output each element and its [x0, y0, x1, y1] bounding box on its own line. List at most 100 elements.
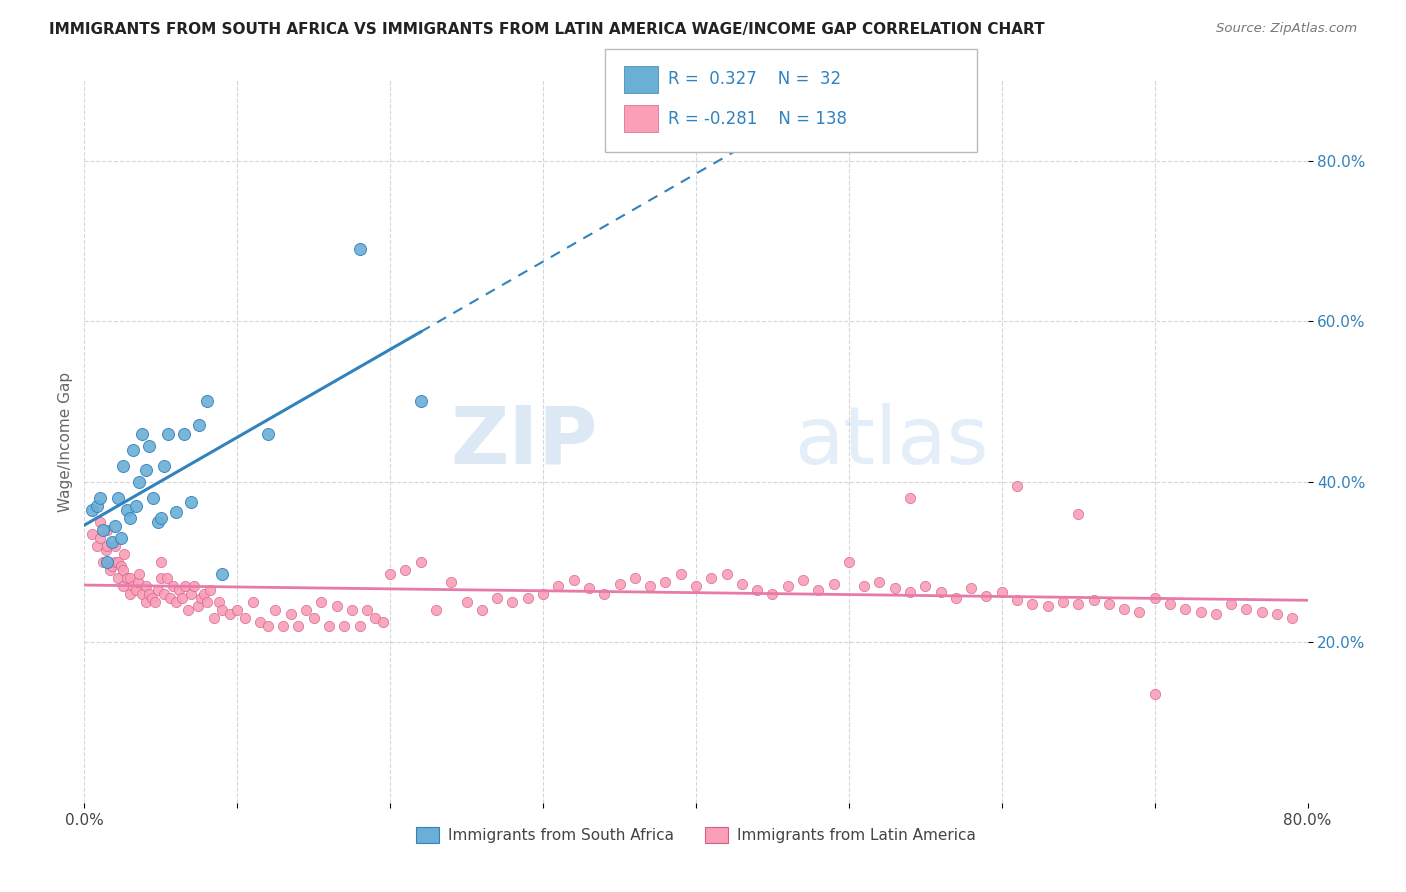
Point: [101, 558, 124, 574]
Legend: Immigrants from South Africa, Immigrants from Latin America: Immigrants from South Africa, Immigrants…: [411, 822, 981, 849]
Point: [302, 611, 325, 625]
Point: [776, 579, 799, 593]
Point: [287, 619, 309, 633]
Point: [111, 579, 134, 593]
Point: [143, 595, 166, 609]
Point: [486, 591, 509, 605]
Point: [898, 491, 921, 505]
Point: [1114, 601, 1136, 615]
Point: [86, 499, 108, 513]
Point: [716, 567, 738, 582]
Point: [98, 563, 121, 577]
Point: [80, 526, 103, 541]
Point: [177, 603, 200, 617]
Point: [1189, 605, 1212, 619]
Point: [128, 475, 150, 489]
Point: [731, 577, 754, 591]
Point: [883, 581, 905, 595]
Point: [120, 587, 142, 601]
Point: [146, 583, 169, 598]
Point: [257, 619, 280, 633]
Point: [135, 462, 157, 476]
Point: [440, 574, 463, 589]
Point: [89, 531, 111, 545]
Point: [502, 595, 524, 609]
Point: [807, 583, 830, 598]
Point: [264, 603, 287, 617]
Point: [364, 611, 387, 625]
Point: [1250, 605, 1272, 619]
Point: [202, 611, 225, 625]
Point: [120, 571, 142, 585]
Point: [349, 242, 371, 256]
Point: [180, 494, 202, 508]
Point: [135, 595, 157, 609]
Point: [929, 585, 952, 599]
Point: [159, 591, 181, 605]
Point: [80, 502, 103, 516]
Point: [208, 595, 231, 609]
Point: [107, 491, 129, 505]
Point: [624, 571, 647, 585]
Point: [976, 589, 998, 603]
Point: [96, 539, 118, 553]
Point: [853, 579, 876, 593]
Point: [425, 603, 447, 617]
Point: [380, 567, 402, 582]
Point: [318, 619, 340, 633]
Point: [1098, 597, 1121, 611]
Point: [96, 555, 118, 569]
Point: [153, 458, 176, 473]
Point: [562, 573, 585, 587]
Point: [349, 619, 371, 633]
Point: [89, 515, 111, 529]
Point: [131, 587, 153, 601]
Point: [516, 591, 538, 605]
Point: [211, 603, 233, 617]
Point: [186, 599, 208, 614]
Point: [1067, 507, 1090, 521]
Point: [127, 574, 149, 589]
Point: [162, 579, 184, 593]
Point: [409, 555, 432, 569]
Point: [188, 418, 211, 433]
Text: ZIP: ZIP: [451, 402, 598, 481]
Point: [1265, 607, 1288, 621]
Y-axis label: Wage/Income Gap: Wage/Income Gap: [58, 371, 73, 512]
Point: [115, 571, 138, 585]
Point: [1236, 601, 1258, 615]
Point: [89, 491, 111, 505]
Point: [104, 518, 127, 533]
Point: [125, 499, 148, 513]
Text: Source: ZipAtlas.com: Source: ZipAtlas.com: [1216, 22, 1357, 36]
Text: atlas: atlas: [794, 402, 988, 481]
Point: [531, 587, 554, 601]
Point: [249, 615, 271, 630]
Point: [135, 579, 157, 593]
Text: R =  0.327    N =  32: R = 0.327 N = 32: [668, 70, 841, 88]
Point: [593, 587, 616, 601]
Point: [1036, 599, 1059, 614]
Point: [91, 555, 114, 569]
Point: [104, 555, 127, 569]
Point: [1083, 593, 1105, 607]
Point: [960, 581, 983, 595]
Point: [898, 585, 921, 599]
Point: [280, 607, 302, 621]
Point: [131, 426, 153, 441]
Point: [394, 563, 416, 577]
Point: [340, 603, 363, 617]
Point: [257, 426, 280, 441]
Point: [218, 607, 240, 621]
Point: [122, 579, 145, 593]
Point: [94, 542, 117, 557]
Point: [111, 458, 134, 473]
Point: [193, 587, 215, 601]
Point: [1220, 597, 1243, 611]
Point: [295, 603, 318, 617]
Point: [138, 438, 160, 452]
Point: [747, 583, 769, 598]
Point: [211, 567, 233, 582]
Point: [115, 502, 138, 516]
Point: [107, 571, 129, 585]
